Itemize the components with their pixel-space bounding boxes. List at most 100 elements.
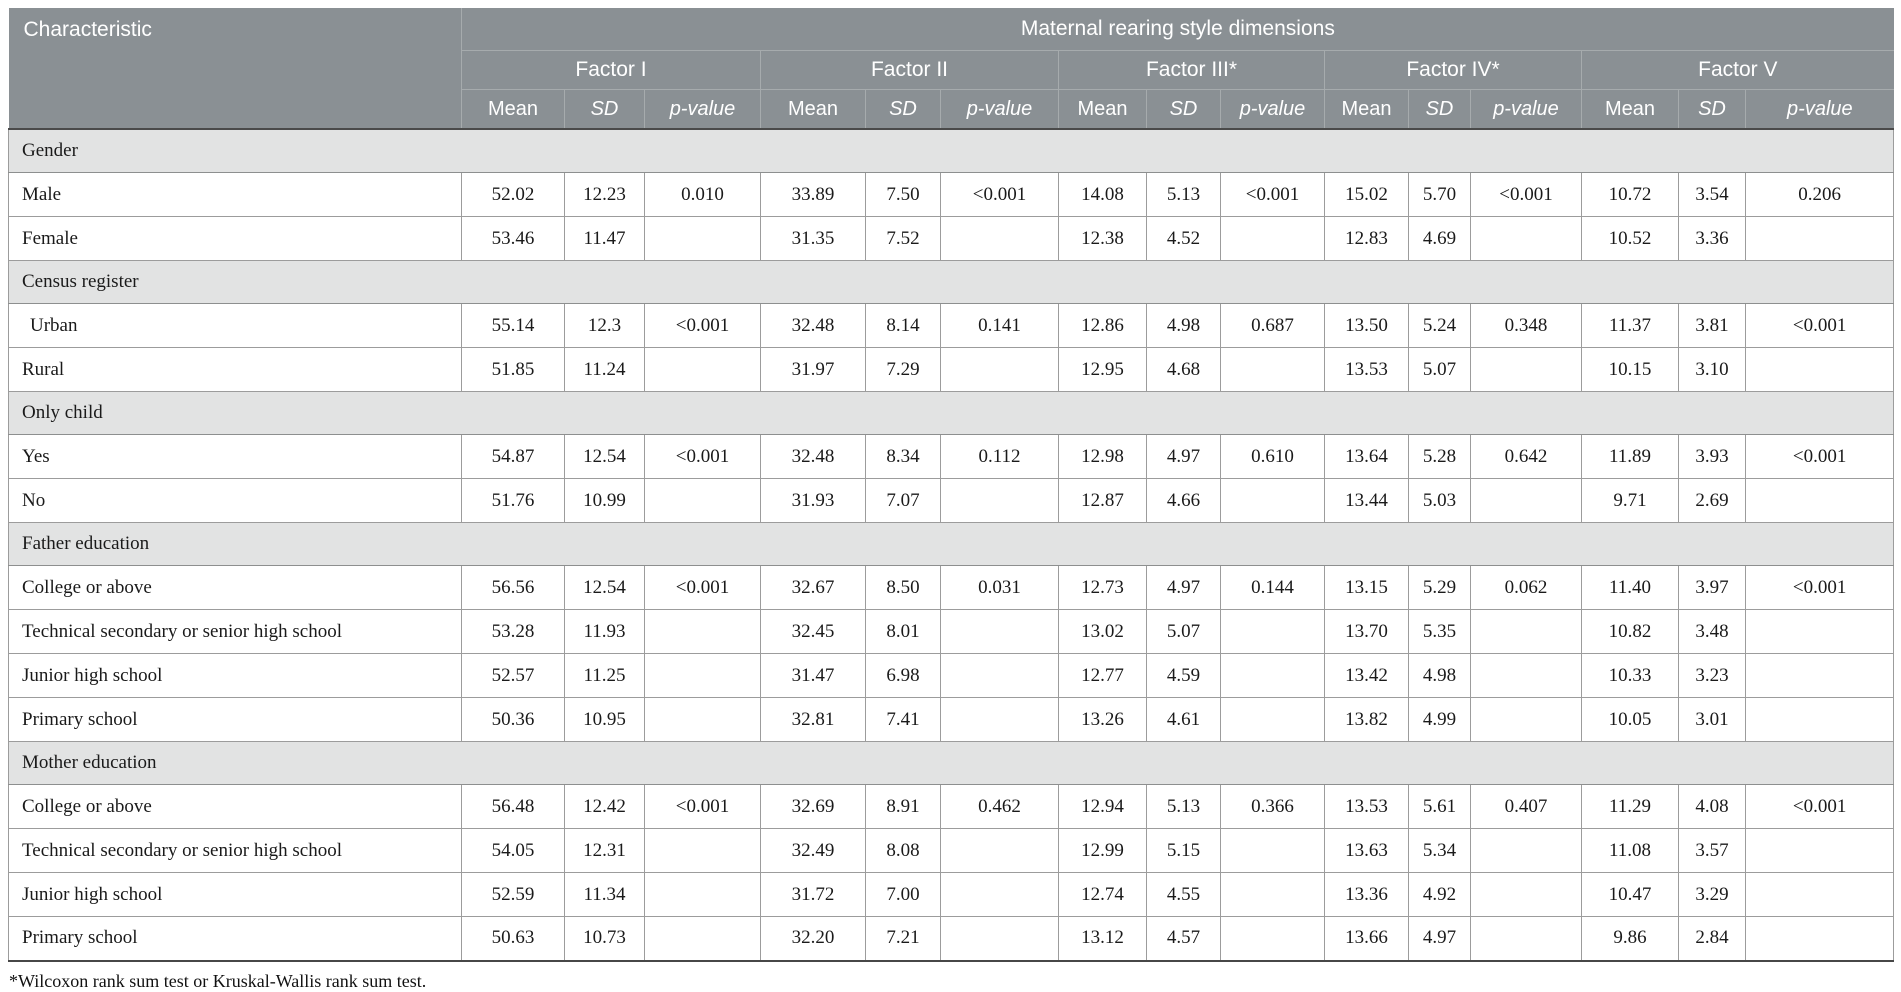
factor-header-2: Factor II	[760, 50, 1059, 90]
cell-factor2-sd: 7.29	[865, 347, 941, 392]
cell-factor2-p-value	[940, 609, 1059, 654]
table-row-primary-school: Primary school 50.36 10.95 32.81 7.41 13.26 4.…	[8, 697, 1895, 742]
cell-factor3-p-value	[1220, 916, 1325, 962]
cell-factor5-p-value	[1744, 828, 1895, 873]
cell-factor4-mean: 13.66	[1324, 916, 1409, 962]
cell-factor5-p-value: <0.001	[1744, 784, 1895, 829]
cell-factor4-sd: 5.03	[1408, 478, 1471, 523]
cell-factor4-mean: 15.02	[1324, 172, 1409, 217]
cell-factor4-mean: 13.36	[1324, 872, 1409, 917]
subheader-pvalue: p-value	[1220, 89, 1325, 130]
cell-factor4-sd: 5.35	[1408, 609, 1471, 654]
cell-factor5-mean: 11.40	[1581, 565, 1679, 610]
cell-factor5-p-value: <0.001	[1744, 565, 1895, 610]
table-footnote: *Wilcoxon rank sum test or Kruskal-Walli…	[9, 970, 427, 991]
row-label: College or above	[8, 565, 462, 610]
cell-factor2-p-value	[940, 478, 1059, 523]
cell-factor2-sd: 8.34	[865, 434, 941, 479]
table-row-female: Female 53.46 11.47 31.35 7.52 12.38 4.52 12.83 4…	[8, 216, 1895, 261]
column-header-characteristic: Characteristic	[8, 8, 462, 130]
cell-factor2-mean: 32.81	[760, 697, 866, 742]
cell-factor2-p-value	[940, 347, 1059, 392]
cell-factor3-p-value	[1220, 872, 1325, 917]
cell-factor4-p-value	[1470, 916, 1582, 962]
cell-factor5-p-value	[1744, 697, 1895, 742]
cell-factor2-mean: 31.93	[760, 478, 866, 523]
cell-factor3-p-value	[1220, 697, 1325, 742]
cell-factor2-p-value: 0.462	[940, 784, 1059, 829]
cell-factor5-mean: 10.82	[1581, 609, 1679, 654]
row-label: Primary school	[8, 916, 462, 962]
cell-factor1-p-value	[644, 347, 761, 392]
cell-factor4-mean: 13.70	[1324, 609, 1409, 654]
cell-factor2-sd: 6.98	[865, 653, 941, 698]
table-row-yes: Yes 54.87 12.54 <0.001 32.48 8.34 0.112 12.98 4.…	[8, 434, 1895, 479]
row-label: Technical secondary or senior high schoo…	[8, 609, 462, 654]
cell-factor2-mean: 32.48	[760, 434, 866, 479]
cell-factor5-mean: 10.72	[1581, 172, 1679, 217]
cell-factor1-p-value: <0.001	[644, 434, 761, 479]
cell-factor4-p-value	[1470, 872, 1582, 917]
cell-factor3-mean: 13.26	[1058, 697, 1147, 742]
cell-factor2-mean: 32.49	[760, 828, 866, 873]
cell-factor2-mean: 31.72	[760, 872, 866, 917]
cell-factor2-p-value	[940, 653, 1059, 698]
cell-factor1-mean: 56.48	[461, 784, 565, 829]
row-label: Male	[8, 172, 462, 217]
cell-factor5-p-value	[1744, 872, 1895, 917]
cell-factor2-mean: 31.97	[760, 347, 866, 392]
cell-factor4-p-value: 0.642	[1470, 434, 1582, 479]
cell-factor3-sd: 4.97	[1146, 565, 1221, 610]
cell-factor4-sd: 4.98	[1408, 653, 1471, 698]
cell-factor4-mean: 13.82	[1324, 697, 1409, 742]
cell-factor4-mean: 13.42	[1324, 653, 1409, 698]
cell-factor3-mean: 12.86	[1058, 303, 1147, 348]
cell-factor5-mean: 10.47	[1581, 872, 1679, 917]
cell-factor4-sd: 4.99	[1408, 697, 1471, 742]
cell-factor2-sd: 7.50	[865, 172, 941, 217]
factor-header-3: Factor III*	[1058, 50, 1325, 90]
cell-factor5-sd: 3.54	[1678, 172, 1746, 217]
section-label: Only child	[7, 391, 1895, 435]
table-row-no: No 51.76 10.99 31.93 7.07 12.87 4.66 13.44 5.03 9…	[8, 478, 1895, 523]
cell-factor5-sd: 3.81	[1678, 303, 1746, 348]
subheader-mean: Mean	[1058, 89, 1147, 130]
cell-factor1-mean: 50.63	[461, 916, 565, 962]
factor-header-4: Factor IV*	[1324, 50, 1582, 90]
cell-factor2-p-value	[940, 916, 1059, 962]
cell-factor5-mean: 10.15	[1581, 347, 1679, 392]
section-label: Mother education	[7, 741, 1895, 785]
cell-factor5-mean: 10.33	[1581, 653, 1679, 698]
cell-factor3-mean: 14.08	[1058, 172, 1147, 217]
table-row-urban: Urban 55.14 12.3 <0.001 32.48 8.14 0.141 12.86 4…	[8, 303, 1895, 348]
cell-factor4-mean: 13.15	[1324, 565, 1409, 610]
cell-factor4-sd: 5.70	[1408, 172, 1471, 217]
cell-factor5-p-value: <0.001	[1744, 434, 1895, 479]
cell-factor3-sd: 4.66	[1146, 478, 1221, 523]
column-group-header: Maternal rearing style dimensions	[461, 8, 1894, 51]
cell-factor5-mean: 11.37	[1581, 303, 1679, 348]
cell-factor1-mean: 50.36	[461, 697, 565, 742]
subheader-sd: SD	[1678, 89, 1746, 130]
cell-factor2-sd: 8.50	[865, 565, 941, 610]
cell-factor1-mean: 54.87	[461, 434, 565, 479]
cell-factor3-p-value: <0.001	[1220, 172, 1325, 217]
cell-factor3-p-value	[1220, 609, 1325, 654]
cell-factor1-mean: 54.05	[461, 828, 565, 873]
cell-factor4-p-value	[1470, 478, 1582, 523]
cell-factor1-mean: 56.56	[461, 565, 565, 610]
cell-factor3-sd: 4.98	[1146, 303, 1221, 348]
section-row-father-education: Father education	[7, 522, 1895, 566]
cell-factor5-sd: 2.84	[1678, 916, 1746, 962]
cell-factor5-sd: 4.08	[1678, 784, 1746, 829]
cell-factor2-sd: 7.07	[865, 478, 941, 523]
cell-factor4-mean: 13.53	[1324, 347, 1409, 392]
cell-factor4-sd: 5.29	[1408, 565, 1471, 610]
cell-factor1-p-value	[644, 653, 761, 698]
cell-factor3-sd: 4.59	[1146, 653, 1221, 698]
table-row-junior-high-school: Junior high school 52.57 11.25 31.47 6.98 12.…	[8, 653, 1895, 698]
cell-factor3-sd: 4.68	[1146, 347, 1221, 392]
cell-factor1-sd: 10.73	[564, 916, 645, 962]
cell-factor3-p-value: 0.366	[1220, 784, 1325, 829]
cell-factor2-mean: 33.89	[760, 172, 866, 217]
